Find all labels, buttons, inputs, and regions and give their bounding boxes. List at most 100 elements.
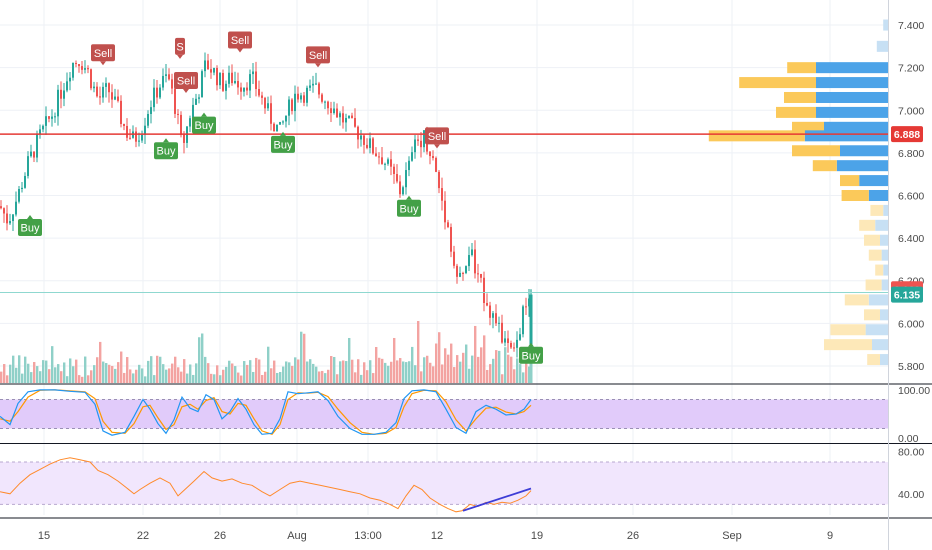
candle-body[interactable] [201, 71, 203, 98]
candle-body[interactable] [408, 160, 410, 171]
candle-body[interactable] [529, 294, 533, 354]
candle-body[interactable] [240, 87, 242, 92]
candle-body[interactable] [435, 158, 437, 172]
candle-body[interactable] [324, 101, 326, 103]
candle-body[interactable] [294, 93, 296, 112]
candle-body[interactable] [498, 322, 500, 324]
candle-body[interactable] [204, 60, 206, 72]
candle-body[interactable] [255, 71, 257, 90]
candle-body[interactable] [246, 87, 248, 91]
candle-body[interactable] [138, 140, 140, 142]
candle-body[interactable] [411, 152, 413, 161]
candle-body[interactable] [228, 72, 230, 84]
candle-body[interactable] [480, 274, 482, 278]
candle-body[interactable] [129, 137, 131, 139]
candle-body[interactable] [288, 99, 290, 116]
candle-body[interactable] [102, 86, 104, 98]
candle-body[interactable] [216, 67, 218, 86]
candle-body[interactable] [135, 131, 137, 142]
candle-body[interactable] [264, 97, 266, 109]
candle-body[interactable] [360, 135, 362, 140]
candle-body[interactable] [276, 124, 278, 132]
candle-body[interactable] [303, 95, 305, 103]
candle-body[interactable] [306, 87, 308, 103]
candle-body[interactable] [192, 104, 194, 119]
candle-body[interactable] [351, 115, 353, 119]
candle-body[interactable] [456, 265, 458, 277]
candle-body[interactable] [261, 95, 263, 98]
candle-body[interactable] [153, 87, 155, 108]
candle-body[interactable] [489, 305, 491, 318]
candle-body[interactable] [285, 115, 287, 122]
candle-body[interactable] [501, 322, 503, 343]
candle-body[interactable] [477, 273, 479, 275]
candle-body[interactable] [150, 107, 152, 114]
candle-body[interactable] [243, 87, 245, 92]
candle-body[interactable] [0, 206, 2, 209]
candle-body[interactable] [438, 171, 440, 189]
candle-body[interactable] [483, 277, 485, 304]
candle-body[interactable] [126, 125, 128, 138]
candle-body[interactable] [54, 116, 56, 118]
candle-body[interactable] [327, 101, 329, 109]
candle-body[interactable] [462, 272, 464, 274]
candle-body[interactable] [117, 96, 119, 101]
candle-body[interactable] [459, 272, 461, 277]
candle-body[interactable] [450, 227, 452, 252]
candle-body[interactable] [42, 125, 44, 130]
candle-body[interactable] [522, 306, 524, 335]
candle-body[interactable] [225, 83, 227, 91]
candle-body[interactable] [495, 313, 497, 324]
candle-body[interactable] [60, 89, 62, 99]
candle-body[interactable] [156, 87, 158, 98]
candle-body[interactable] [270, 103, 272, 124]
candle-body[interactable] [414, 139, 416, 153]
candle-body[interactable] [171, 79, 173, 89]
stochastic-k-line[interactable] [0, 389, 532, 436]
candle-body[interactable] [429, 151, 431, 157]
candle-body[interactable] [3, 208, 5, 214]
candle-body[interactable] [402, 187, 404, 195]
candle-body[interactable] [18, 189, 20, 202]
candle-body[interactable] [30, 151, 32, 157]
candle-body[interactable] [519, 334, 521, 340]
candle-body[interactable] [174, 88, 176, 114]
candle-body[interactable] [333, 108, 335, 114]
candle-body[interactable] [492, 313, 494, 318]
candle-body[interactable] [90, 69, 92, 89]
candle-body[interactable] [162, 75, 164, 88]
candle-body[interactable] [312, 83, 314, 86]
candle-body[interactable] [105, 83, 107, 87]
candle-body[interactable] [36, 134, 38, 158]
candle-body[interactable] [108, 83, 110, 93]
candle-body[interactable] [405, 170, 407, 188]
price-candles[interactable] [0, 52, 533, 362]
candle-body[interactable] [69, 77, 71, 82]
candle-body[interactable] [195, 98, 197, 105]
candle-body[interactable] [282, 121, 284, 123]
candle-body[interactable] [444, 200, 446, 223]
candle-body[interactable] [111, 92, 113, 100]
candle-body[interactable] [348, 115, 350, 118]
candle-body[interactable] [432, 156, 434, 159]
candle-body[interactable] [183, 134, 185, 143]
candle-body[interactable] [423, 130, 425, 148]
candle-body[interactable] [507, 338, 509, 343]
candle-body[interactable] [384, 163, 386, 165]
candle-body[interactable] [6, 213, 8, 224]
candle-body[interactable] [123, 124, 125, 126]
candle-body[interactable] [231, 72, 233, 84]
candle-body[interactable] [57, 89, 59, 117]
candle-body[interactable] [300, 95, 302, 100]
candle-body[interactable] [63, 90, 65, 99]
candle-body[interactable] [369, 138, 371, 148]
candle-body[interactable] [93, 86, 95, 89]
candle-body[interactable] [399, 181, 401, 195]
candle-body[interactable] [99, 96, 101, 98]
candle-body[interactable] [318, 83, 320, 95]
candle-body[interactable] [366, 144, 368, 148]
candle-body[interactable] [504, 338, 506, 343]
candle-body[interactable] [144, 125, 146, 135]
candle-body[interactable] [279, 122, 281, 125]
